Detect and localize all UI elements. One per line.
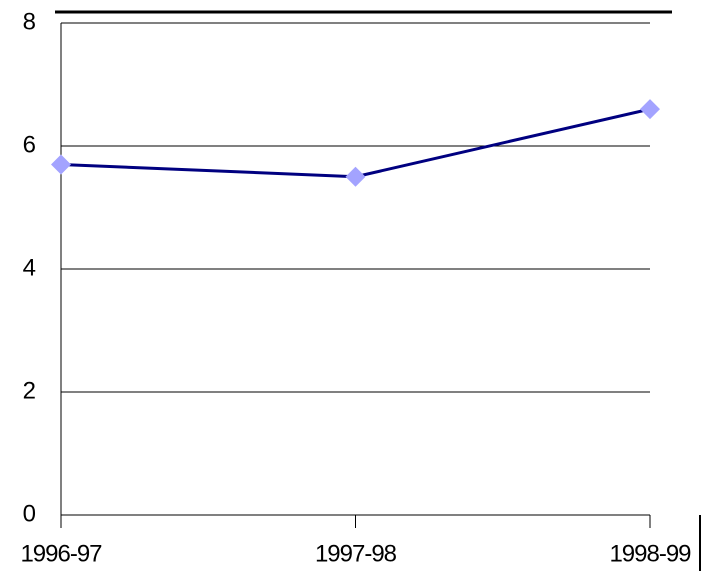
y-tick-label: 0 (23, 500, 36, 527)
x-tick-label: 1996-97 (20, 540, 102, 567)
x-tick-label: 1998-99 (609, 540, 691, 567)
marker (640, 99, 660, 120)
y-tick-label: 4 (23, 254, 36, 281)
y-tick-label: 2 (23, 377, 36, 404)
marker (51, 154, 71, 175)
line (60, 107, 651, 179)
x-tick-label: 1997-98 (315, 540, 397, 567)
marker (345, 166, 366, 187)
y-tick-label: 8 (23, 8, 36, 35)
y-tick-label: 6 (23, 131, 36, 158)
